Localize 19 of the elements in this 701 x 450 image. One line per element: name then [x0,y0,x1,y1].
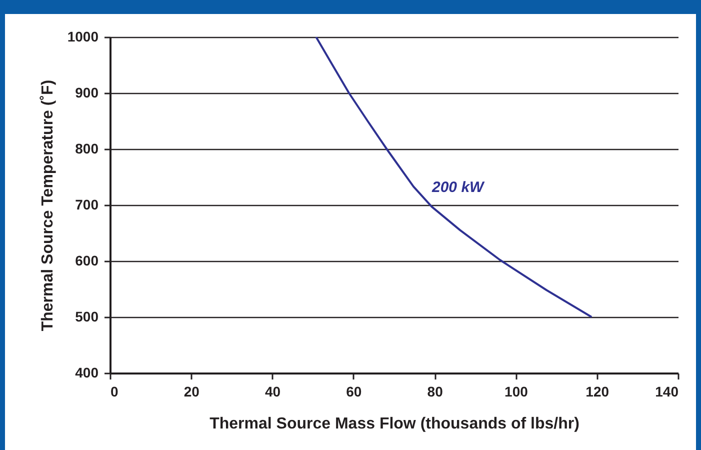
x-tick-label: 40 [264,384,281,400]
x-tick-label: 20 [184,384,200,400]
x-axis-title: Thermal Source Mass Flow (thousands of lbs/hr) [210,416,580,432]
y-tick-label: 500 [75,308,99,324]
y-tick-label: 900 [75,84,99,100]
x-tick-label: 80 [427,384,444,400]
line-series [315,37,593,318]
x-tick-label: 60 [346,384,362,400]
y-tick-label: 800 [75,140,99,156]
y-tick-label: 1000 [67,28,99,44]
x-tick-label: 0 [110,384,118,400]
x-tick-label: 120 [586,384,610,400]
y-axis-title: Thermal Source Temperature (˚F) [39,80,56,332]
x-tick-label: 100 [504,384,528,400]
y-tick-label: 700 [75,196,99,212]
y-tick-label: 600 [75,252,99,268]
annotation: 200 kW [431,179,486,196]
y-tick-label: 400 [75,364,99,380]
x-tick-label: 140 [655,384,679,400]
